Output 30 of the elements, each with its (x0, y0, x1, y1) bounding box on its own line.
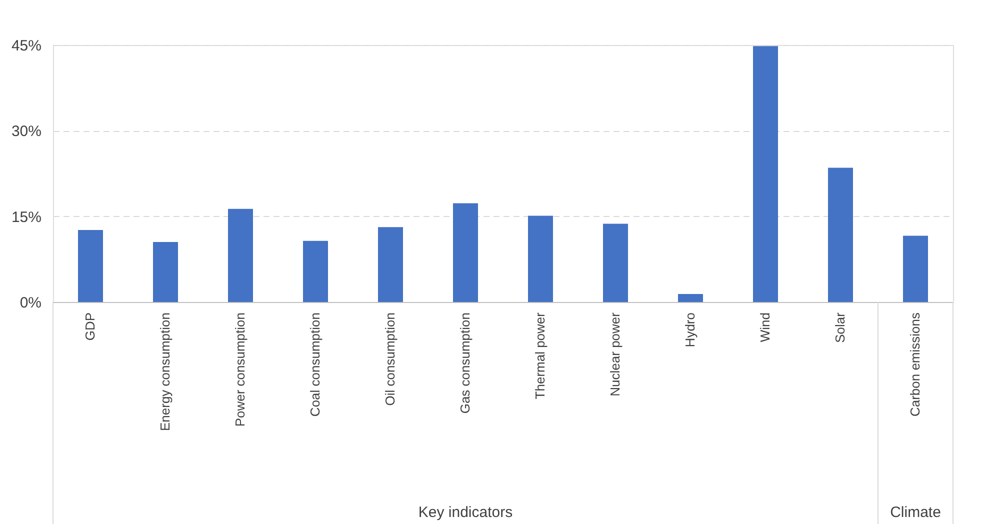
bar (528, 216, 553, 302)
bar (453, 203, 478, 302)
y-tick-label: 45% (11, 38, 42, 54)
x-tick-label: Wind (758, 312, 772, 342)
bar (228, 208, 253, 302)
x-tick-label: Solar (832, 312, 848, 343)
x-tick-label: GDP (82, 312, 98, 341)
x-tick-label: Carbon emissions (908, 312, 922, 417)
bar (78, 230, 103, 302)
x-tick-label: Hydro (682, 312, 698, 348)
x-tick-label: Thermal power (532, 312, 548, 400)
bar (603, 224, 628, 302)
x-tick-label: Power consumption (232, 312, 248, 427)
bar (303, 240, 328, 302)
bar (153, 242, 178, 302)
y-tick-label: 0% (20, 294, 42, 312)
y-tick-label: 30% (11, 123, 42, 140)
bar (903, 236, 928, 302)
bar (678, 294, 703, 302)
bar (753, 46, 778, 302)
y-tick-label: 15% (11, 208, 42, 226)
x-tick-label: Nuclear power (608, 312, 622, 396)
x-tick-label: Oil consumption (382, 312, 398, 406)
text: Key indicators (418, 504, 513, 521)
x-tick-label: Gas consumption (458, 312, 472, 414)
x-tick-label: Energy consumption (158, 312, 172, 432)
x-tick-label: Coal consumption (308, 312, 322, 417)
bar (378, 227, 403, 302)
text: Climate (890, 504, 941, 521)
bar (828, 168, 853, 302)
